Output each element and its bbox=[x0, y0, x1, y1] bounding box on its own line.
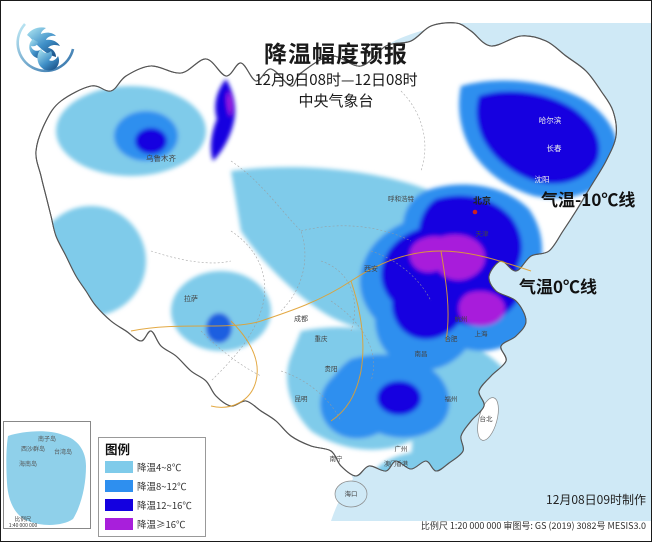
svg-text:上海: 上海 bbox=[475, 328, 489, 338]
svg-text:南子岛: 南子岛 bbox=[38, 434, 56, 443]
svg-text:台北: 台北 bbox=[480, 413, 494, 423]
svg-text:昆明: 昆明 bbox=[295, 393, 309, 403]
svg-text:海口: 海口 bbox=[345, 488, 358, 498]
svg-text:降温8~12℃: 降温8~12℃ bbox=[137, 479, 187, 493]
svg-text:成都: 成都 bbox=[294, 314, 308, 324]
svg-text:12月9日08时—12日08时: 12月9日08时—12日08时 bbox=[254, 69, 417, 90]
svg-text:广州: 广州 bbox=[395, 443, 408, 453]
svg-text:1:40 000 000: 1:40 000 000 bbox=[9, 522, 38, 529]
svg-text:杭州: 杭州 bbox=[455, 313, 468, 323]
svg-text:南昌: 南昌 bbox=[415, 348, 428, 358]
svg-text:北京: 北京 bbox=[473, 194, 491, 207]
svg-text:重庆: 重庆 bbox=[315, 333, 329, 343]
svg-text:降温幅度预报: 降温幅度预报 bbox=[264, 35, 408, 69]
svg-text:降温12~16℃: 降温12~16℃ bbox=[137, 498, 192, 512]
svg-text:南宁: 南宁 bbox=[330, 453, 344, 463]
svg-text:海南岛: 海南岛 bbox=[19, 459, 37, 468]
svg-text:沈阳: 沈阳 bbox=[535, 174, 550, 185]
svg-text:气温-10℃线: 气温-10℃线 bbox=[541, 186, 635, 211]
svg-text:比例尺 1:20 000 000 审图号: GS (201: 比例尺 1:20 000 000 审图号: GS (2019) 3082号 ME… bbox=[421, 519, 646, 532]
svg-text:气温0℃线: 气温0℃线 bbox=[519, 273, 597, 298]
svg-text:台湾岛: 台湾岛 bbox=[54, 447, 72, 456]
svg-text:图例: 图例 bbox=[105, 439, 130, 458]
svg-text:西安: 西安 bbox=[364, 264, 378, 274]
svg-text:乌鲁木齐: 乌鲁木齐 bbox=[146, 153, 176, 164]
svg-text:长春: 长春 bbox=[547, 143, 562, 154]
svg-text:贵阳: 贵阳 bbox=[325, 363, 338, 373]
svg-text:降温≥16℃: 降温≥16℃ bbox=[137, 517, 186, 531]
svg-text:西沙群岛: 西沙群岛 bbox=[21, 444, 45, 453]
svg-text:中央气象台: 中央气象台 bbox=[298, 90, 373, 111]
svg-text:合肥: 合肥 bbox=[445, 333, 459, 343]
svg-text:呼和浩特: 呼和浩特 bbox=[388, 193, 415, 203]
svg-text:天津: 天津 bbox=[476, 228, 490, 238]
svg-text:降温4~8℃: 降温4~8℃ bbox=[137, 460, 182, 474]
svg-text:福州: 福州 bbox=[445, 393, 458, 403]
svg-text:拉萨: 拉萨 bbox=[184, 294, 198, 304]
svg-text:澳门香港: 澳门香港 bbox=[384, 459, 408, 468]
svg-text:12月08日09时制作: 12月08日09时制作 bbox=[546, 491, 646, 508]
svg-text:哈尔滨: 哈尔滨 bbox=[539, 115, 562, 126]
